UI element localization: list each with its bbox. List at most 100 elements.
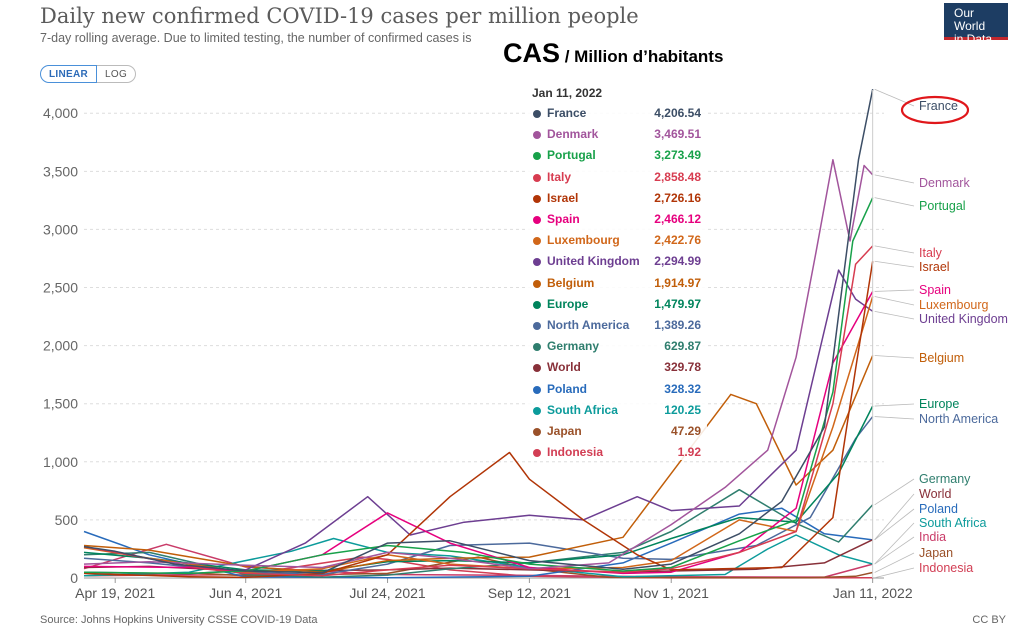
x-tick-label: Nov 1, 2021 [633,585,709,601]
tooltip-series-name: Portugal [547,148,596,163]
tooltip-row: Poland 328.32 [525,382,707,401]
tooltip-series-name: France [547,106,587,120]
tooltip-row: Portugal 3,273.49 [525,148,707,167]
overlay-small-text: / Million d’habitants [560,47,724,66]
tooltip-series-name: Luxembourg [547,233,620,248]
series-line-israel [83,261,874,579]
tooltip-series-name: Israel [547,190,579,205]
end-label-luxembourg: Luxembourg [919,298,989,312]
end-label-france: France [919,99,958,113]
legend-dot [533,237,541,246]
tooltip-row: Japan 47.29 [525,424,707,443]
end-label-poland: Poland [919,502,958,516]
legend-dot [533,173,541,182]
logo-line-1: Our World [954,6,986,33]
tooltip-series-value: 1,389.26 [654,318,701,332]
end-label-south-africa: South Africa [919,516,986,530]
leader-line [874,403,915,407]
tooltip-row: Germany 629.87 [525,339,707,358]
y-tick-label: 2,000 [43,338,78,354]
leader-line [874,296,915,306]
tooltip-series-name: Germany [547,339,600,354]
tooltip-row: Luxembourg 2,422.76 [525,233,707,252]
tooltip-series-name: Denmark [547,127,599,142]
x-tick-label: Sep 12, 2021 [488,585,572,601]
series-line-portugal [83,197,874,575]
tooltip-series-value: 3,469.51 [654,127,701,142]
tooltip-row: North America 1,389.26 [525,318,707,337]
y-tick-label: 1,500 [43,396,78,412]
tooltip-series-name: Indonesia [547,445,604,460]
tooltip-row: South Africa 120.25 [525,403,707,422]
leader-line [874,355,915,359]
owid-logo[interactable]: Our World in Data [944,3,1008,46]
tooltip-series-name: Belgium [547,275,595,290]
leader-line [874,245,915,254]
license-label[interactable]: CC BY [972,614,1006,626]
tooltip-series-value: 629.87 [664,339,701,354]
end-label-europe: Europe [919,397,959,411]
y-tick-label: 3,500 [43,163,78,179]
leader-line [874,493,915,540]
hover-tooltip: Jan 11, 2022 France 4,206.54 Denmark 3,469.… [525,80,707,460]
linear-scale-button[interactable]: LINEAR [40,65,98,83]
end-label-united-kingdom: United Kingdom [919,312,1008,326]
leader-line [874,508,915,541]
tooltip-series-name: Italy [547,169,572,184]
tooltip-series-value: 328.32 [664,381,701,396]
series-line-denmark [83,158,874,570]
tooltip-series-name: Poland [547,381,588,396]
tooltip-row: Italy 2,858.48 [525,170,707,189]
leader-line [874,567,915,579]
tooltip-series-value: 1,914.97 [654,275,701,290]
tooltip-row: Belgium 1,914.97 [525,276,707,295]
series-line-belgium [83,355,874,573]
tooltip-series-value: 2,726.16 [654,190,701,205]
x-tick-label: Apr 19, 2021 [75,585,155,601]
legend-dot [533,428,541,436]
series-line-united-kingdom [83,269,874,575]
tooltip-series-name: Spain [547,212,580,226]
end-label-israel: Israel [919,260,950,274]
tooltip-series-name: World [547,360,581,375]
x-tick-label: Jun 4, 2021 [209,585,282,601]
tooltip-series-name: United Kingdom [547,254,640,269]
source-note[interactable]: Source: Johns Hopkins University CSSE CO… [40,614,318,626]
tooltip-series-value: 2,422.76 [654,233,701,248]
y-tick-label: 3,000 [43,221,78,237]
tooltip-row: France 4,206.54 [525,106,707,125]
tooltip-row: Israel 2,726.16 [525,191,707,210]
tooltip-date: Jan 11, 2022 [532,86,603,100]
y-tick-label: 2,500 [43,280,78,296]
x-tick-label: Jul 24, 2021 [349,585,425,601]
legend-dot [533,216,541,224]
tooltip-series-name: South Africa [547,402,618,417]
end-label-north-america: North America [919,412,998,426]
y-tick-label: 4,000 [43,105,78,121]
end-label-belgium: Belgium [919,351,964,365]
legend-dot [533,152,541,161]
tooltip-series-value: 47.29 [670,424,701,438]
legend-dot [533,364,541,373]
end-label-indonesia: Indonesia [919,561,973,575]
end-label-japan: Japan [919,546,953,560]
legend-dot [533,385,541,394]
legend-dot [533,449,541,458]
tooltip-series-value: 4,206.54 [654,106,701,120]
legend-dot [533,343,541,352]
scale-toggle: LINEAR LOG [40,65,137,83]
chart-subtitle: 7-day rolling average. Due to limited te… [40,31,472,45]
legend-dot [533,406,541,415]
end-label-portugal: Portugal [919,199,966,213]
tooltip-series-name: Europe [547,296,589,311]
tooltip-series-value: 2,294.99 [654,254,701,269]
legend-dot [533,300,541,309]
leader-line [874,260,915,268]
end-label-germany: Germany [919,472,971,486]
leader-line [874,174,915,184]
legend-dot [533,322,541,330]
tooltip-series-value: 1.92 [677,445,701,460]
tooltip-series-value: 2,466.12 [654,212,701,226]
log-scale-button[interactable]: LOG [97,65,137,83]
